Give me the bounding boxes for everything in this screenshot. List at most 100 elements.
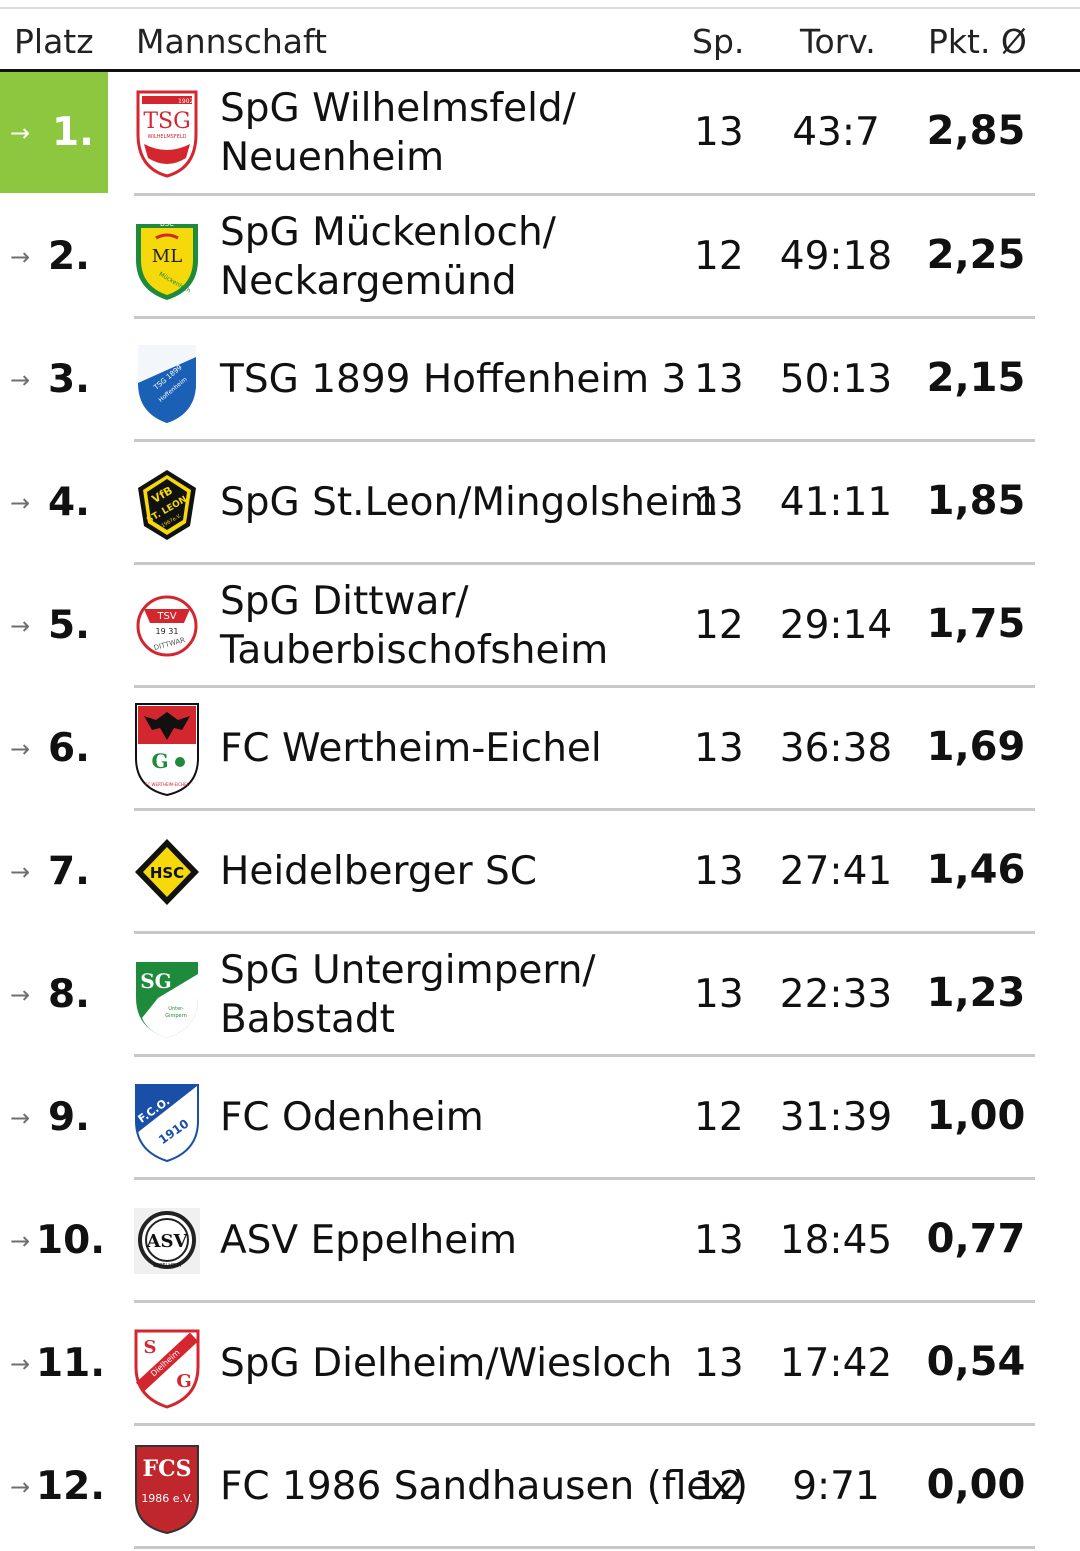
row-divider bbox=[134, 1546, 1035, 1549]
rank-number: 8. bbox=[48, 972, 90, 1017]
rank-cell: → 7. bbox=[0, 811, 108, 932]
games-played: 13 bbox=[694, 849, 744, 894]
games-played: 13 bbox=[694, 480, 744, 525]
rank-cell-highlighted: → 1. bbox=[0, 72, 108, 193]
team-name: TSG 1899 Hoffenheim 3 bbox=[220, 319, 686, 440]
team-name-line2: Neckargemünd bbox=[220, 258, 517, 304]
svg-text:TSV: TSV bbox=[156, 611, 176, 622]
games-played: 13 bbox=[694, 726, 744, 771]
row-divider bbox=[134, 1423, 1035, 1426]
svg-text:19 31: 19 31 bbox=[156, 627, 179, 636]
goal-ratio: 9:71 bbox=[792, 1464, 880, 1509]
rank-cell: → 3. bbox=[0, 319, 108, 440]
goal-ratio: 49:18 bbox=[779, 234, 893, 279]
points-average: 2,25 bbox=[926, 232, 1026, 278]
table-row[interactable]: → 1. 1902 TSG WILHELMSFELD SpG Wilhelmsf… bbox=[0, 72, 1080, 196]
team-logo-hoffenheim: TSG 1899 Hoffenheim bbox=[134, 333, 200, 427]
top-divider bbox=[0, 7, 1080, 9]
table-row[interactable]: → 8. SG Unter- Gimpern SpG Untergimpern/… bbox=[0, 934, 1080, 1057]
svg-text:BSC: BSC bbox=[160, 220, 174, 228]
team-name-line1: SpG Wilhelmsfeld/ bbox=[220, 85, 576, 131]
team-name-line1: SpG Dittwar/ bbox=[220, 578, 469, 624]
header-torverhaeltnis[interactable]: Torv. bbox=[800, 22, 876, 61]
team-name-line2: Babstadt bbox=[220, 996, 395, 1042]
goal-ratio: 43:7 bbox=[792, 110, 880, 155]
arrow-right-icon: → bbox=[10, 1350, 31, 1378]
rank-cell: → 11. bbox=[0, 1303, 108, 1424]
arrow-right-icon: → bbox=[10, 1473, 31, 1501]
games-played: 13 bbox=[694, 357, 744, 402]
row-divider bbox=[134, 193, 1035, 196]
team-name-line2: Neuenheim bbox=[220, 134, 445, 180]
team-name: FC 1986 Sandhausen (flex) bbox=[220, 1426, 748, 1547]
svg-text:FCS: FCS bbox=[142, 1456, 191, 1482]
table-row[interactable]: → 5. TSV 19 31 DITTWAR SpG Dittwar/ Taub… bbox=[0, 565, 1080, 688]
table-header: Platz Mannschaft Sp. Torv. Pkt. Ø bbox=[0, 10, 1080, 72]
goal-ratio: 31:39 bbox=[779, 1095, 893, 1140]
rank-number: 3. bbox=[48, 357, 90, 402]
table-row[interactable]: → 11. S Dielheim G SpG Dielheim/Wiesloch… bbox=[0, 1303, 1080, 1426]
team-name: SpG Untergimpern/ Babstadt bbox=[220, 934, 596, 1055]
arrow-right-icon: → bbox=[10, 366, 31, 394]
header-mannschaft[interactable]: Mannschaft bbox=[136, 22, 327, 61]
team-logo-st-leon: VfB ST. LEON 1967e.V. bbox=[134, 456, 200, 550]
arrow-right-icon: → bbox=[10, 735, 31, 763]
rank-number: 4. bbox=[48, 480, 90, 525]
header-platz[interactable]: Platz bbox=[14, 22, 94, 61]
team-logo-wilhelmsfeld: 1902 TSG WILHELMSFELD bbox=[134, 86, 200, 180]
rank-number: 9. bbox=[48, 1095, 90, 1140]
points-average: 0,54 bbox=[926, 1339, 1026, 1385]
games-played: 12 bbox=[694, 1464, 744, 1509]
table-row[interactable]: → 9. F.C.O. 1910 FC Odenheim 12 31:39 1,… bbox=[0, 1057, 1080, 1180]
games-played: 12 bbox=[694, 1095, 744, 1140]
team-name-line1: ASV Eppelheim bbox=[220, 1218, 518, 1263]
header-punkte-schnitt[interactable]: Pkt. Ø bbox=[928, 22, 1027, 61]
svg-text:SG: SG bbox=[140, 969, 172, 993]
rank-number: 11. bbox=[36, 1341, 106, 1386]
team-name-line1: SpG St.Leon/Mingolsheim bbox=[220, 480, 718, 525]
team-name-line1: FC 1986 Sandhausen (flex) bbox=[220, 1464, 748, 1509]
team-name-line2: Tauberbischofsheim bbox=[220, 627, 609, 673]
svg-text:Gimpern: Gimpern bbox=[165, 1013, 187, 1019]
team-logo-odenheim: F.C.O. 1910 bbox=[134, 1071, 200, 1165]
points-average: 1,85 bbox=[926, 478, 1026, 524]
header-spiele[interactable]: Sp. bbox=[692, 22, 745, 61]
team-name-line1: TSG 1899 Hoffenheim 3 bbox=[220, 357, 687, 402]
goal-ratio: 27:41 bbox=[779, 849, 893, 894]
rank-number: 2. bbox=[48, 234, 90, 279]
table-row[interactable]: → 10. ASV EPPELHEIM ASV Eppelheim 13 18:… bbox=[0, 1180, 1080, 1303]
points-average: 1,69 bbox=[926, 724, 1026, 770]
table-row[interactable]: → 7. HSC Heidelberger SC 13 27:41 1,46 bbox=[0, 811, 1080, 934]
row-divider bbox=[134, 439, 1035, 442]
table-row[interactable]: → 12. FCS 1986 e.V. FC 1986 Sandhausen (… bbox=[0, 1426, 1080, 1549]
arrow-right-icon: → bbox=[10, 489, 31, 517]
team-logo-mueckenloch: BSC ML Mückenloch bbox=[134, 210, 200, 304]
table-row[interactable]: → 2. BSC ML Mückenloch SpG Mückenloch/ N… bbox=[0, 196, 1080, 319]
rank-cell: → 5. bbox=[0, 565, 108, 686]
points-average: 1,46 bbox=[926, 847, 1026, 893]
team-logo-untergimpern: SG Unter- Gimpern bbox=[134, 948, 200, 1042]
points-average: 1,23 bbox=[926, 970, 1026, 1016]
games-played: 13 bbox=[694, 972, 744, 1017]
standings-table: → 1. 1902 TSG WILHELMSFELD SpG Wilhelmsf… bbox=[0, 72, 1080, 1549]
team-name-line1: SpG Mückenloch/ bbox=[220, 209, 556, 255]
rank-cell: → 12. bbox=[0, 1426, 108, 1547]
rank-number: 10. bbox=[36, 1218, 106, 1263]
team-name: SpG Mückenloch/ Neckargemünd bbox=[220, 196, 556, 317]
team-name: ASV Eppelheim bbox=[220, 1180, 517, 1301]
goal-ratio: 41:11 bbox=[779, 480, 893, 525]
row-divider bbox=[134, 808, 1035, 811]
team-logo-wertheim-eichel: G FC WERTHEIM-EICHEL bbox=[134, 702, 200, 796]
points-average: 1,00 bbox=[926, 1093, 1026, 1139]
rank-number: 7. bbox=[48, 849, 90, 894]
table-row[interactable]: → 6. G FC WERTHEIM-EICHEL FC Wertheim-Ei… bbox=[0, 688, 1080, 811]
table-row[interactable]: → 4. VfB ST. LEON 1967e.V. SpG St.Leon/M… bbox=[0, 442, 1080, 565]
row-divider bbox=[134, 1054, 1035, 1057]
points-average: 1,75 bbox=[926, 601, 1026, 647]
svg-text:EPPELHEIM: EPPELHEIM bbox=[153, 1263, 181, 1269]
team-logo-sandhausen: FCS 1986 e.V. bbox=[134, 1440, 200, 1534]
points-average: 2,85 bbox=[926, 108, 1026, 154]
rank-cell: → 8. bbox=[0, 934, 108, 1055]
games-played: 12 bbox=[694, 603, 744, 648]
table-row[interactable]: → 3. TSG 1899 Hoffenheim TSG 1899 Hoffen… bbox=[0, 319, 1080, 442]
